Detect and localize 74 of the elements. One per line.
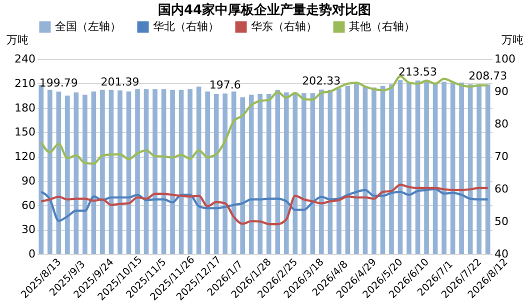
bar	[108, 90, 114, 254]
bar	[406, 82, 412, 254]
bar	[302, 93, 306, 254]
bar	[144, 89, 149, 254]
bar	[266, 94, 272, 254]
bar	[82, 94, 88, 254]
bar	[442, 82, 446, 254]
bar	[178, 90, 184, 254]
bar	[248, 94, 254, 254]
y-tick-label: 240	[14, 52, 36, 66]
bar	[485, 84, 490, 254]
y2-tick-label: 90	[494, 85, 508, 98]
bar	[362, 86, 368, 254]
bar	[231, 92, 236, 254]
bar	[38, 85, 44, 254]
y-tick-label: 60	[22, 198, 36, 212]
bar	[476, 84, 482, 254]
legend-label: 华东（右轴）	[251, 20, 317, 33]
bar	[310, 93, 316, 254]
bar	[415, 80, 420, 254]
bar	[450, 82, 456, 254]
data-label: 201.39	[100, 75, 140, 88]
bar	[459, 82, 464, 254]
bar	[152, 89, 158, 254]
y2-tick-label: 50	[494, 215, 508, 228]
bar	[48, 90, 52, 254]
bar	[468, 84, 473, 254]
bar	[170, 90, 175, 254]
bar	[284, 92, 289, 254]
bar	[319, 90, 324, 254]
bar	[222, 93, 228, 254]
bar	[398, 80, 403, 254]
bar	[118, 90, 122, 254]
y-axis-title: 万吨	[6, 34, 28, 46]
legend-label: 全国（左轴）	[55, 20, 121, 33]
bar	[328, 90, 333, 254]
bar	[161, 89, 166, 254]
y-tick-label: 0	[28, 248, 36, 260]
bar	[65, 96, 70, 254]
y2-tick-label: 70	[494, 150, 508, 163]
bar	[389, 84, 394, 254]
bar	[424, 82, 429, 254]
legend-label: 华北（右轴）	[153, 20, 219, 33]
bar	[188, 89, 192, 254]
bar	[345, 86, 350, 254]
y2-tick-label: 80	[494, 118, 508, 130]
y-tick-label: 30	[22, 223, 36, 236]
bar	[275, 90, 280, 254]
y2-axis-title: 万吨	[502, 34, 524, 46]
bar	[135, 89, 140, 254]
data-label: 197.6	[209, 78, 241, 92]
bar	[205, 92, 210, 254]
bar	[126, 92, 132, 254]
bar	[240, 97, 246, 254]
bar	[100, 90, 105, 254]
bar	[336, 88, 342, 254]
data-label: 208.73	[468, 69, 508, 82]
data-label: 213.53	[398, 66, 438, 79]
bar	[354, 82, 359, 254]
bar	[432, 82, 438, 254]
bar	[258, 94, 263, 254]
chart-title: 国内44家中厚板企业产量走势对比图	[158, 2, 372, 18]
bar	[292, 92, 298, 254]
y2-tick-label: 100	[494, 52, 516, 66]
y-tick-label: 120	[14, 150, 36, 163]
y-tick-label: 150	[14, 126, 36, 139]
y2-tick-label: 60	[494, 182, 508, 196]
y-tick-label: 90	[22, 174, 36, 188]
data-label: 202.33	[302, 74, 341, 88]
data-label: 199.79	[39, 76, 78, 90]
bar	[372, 87, 376, 254]
y-tick-label: 210	[14, 76, 36, 90]
legend-label: 其他（右轴）	[349, 20, 415, 33]
y-tick-label: 180	[14, 101, 36, 114]
